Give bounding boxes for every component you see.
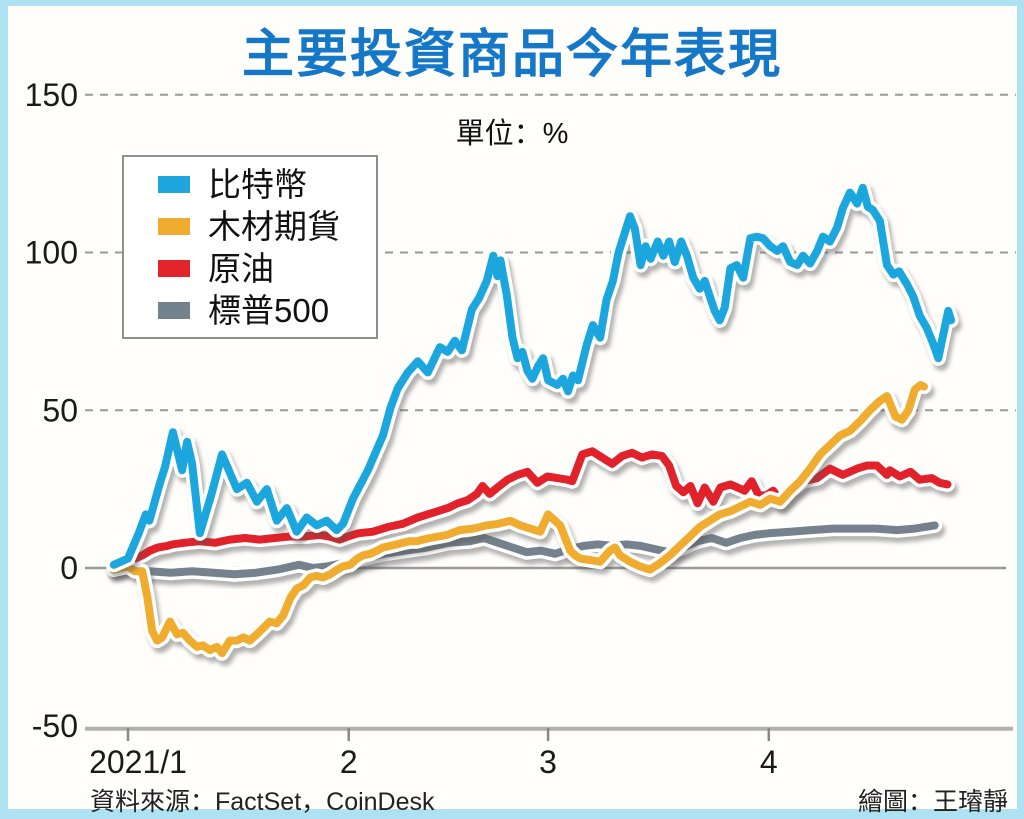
legend-swatch-icon (158, 259, 190, 277)
series-標普500 (106, 517, 943, 582)
axis-labels: 150 100 50 0 -50 2021/1 2 3 4 (25, 77, 778, 780)
legend-label: 標普500 (208, 291, 330, 329)
x-tick-label-4: 4 (760, 744, 778, 780)
series-line (109, 381, 928, 658)
series-outline (106, 377, 932, 661)
legend-swatch-icon (158, 217, 190, 235)
y-tick-label-100: 100 (25, 235, 78, 271)
data-series (106, 180, 959, 661)
series-line (109, 521, 939, 579)
x-tick-label-3: 3 (539, 744, 557, 780)
legend-label: 比特幣 (208, 165, 307, 203)
legend-swatch-icon (158, 175, 190, 193)
y-tick-label-50: 50 (42, 392, 78, 428)
credit-note: 繪圖：王璿靜 (857, 788, 1008, 816)
page-title: 主要投資商品今年表現 (241, 26, 782, 84)
legend-label: 原油 (208, 249, 274, 287)
legend-item-3: 原油 (124, 247, 376, 289)
x-tick-label-2: 2 (340, 744, 358, 780)
y-tick-label-0: 0 (60, 550, 78, 586)
legend-item-1: 比特幣 (124, 163, 376, 205)
legend-item-2: 木材期貨 (124, 205, 376, 247)
source-note: 資料來源：FactSet，CoinDesk (90, 788, 435, 816)
legend-swatch-icon (158, 301, 190, 319)
series-比特幣 (106, 180, 959, 573)
legend-box: 比特幣木材期貨原油標普500 (122, 155, 378, 339)
y-tick-label-150: 150 (25, 77, 78, 113)
legend-item-4: 標普500 (124, 289, 376, 331)
x-tick-label-2021/1: 2021/1 (89, 744, 187, 780)
legend-label: 木材期貨 (208, 207, 340, 245)
y-tick-label--50: -50 (32, 708, 78, 744)
unit-label: 單位：% (455, 118, 569, 150)
series-line (109, 183, 956, 569)
chart-background (8, 6, 1017, 809)
series-木材期貨 (106, 377, 932, 661)
